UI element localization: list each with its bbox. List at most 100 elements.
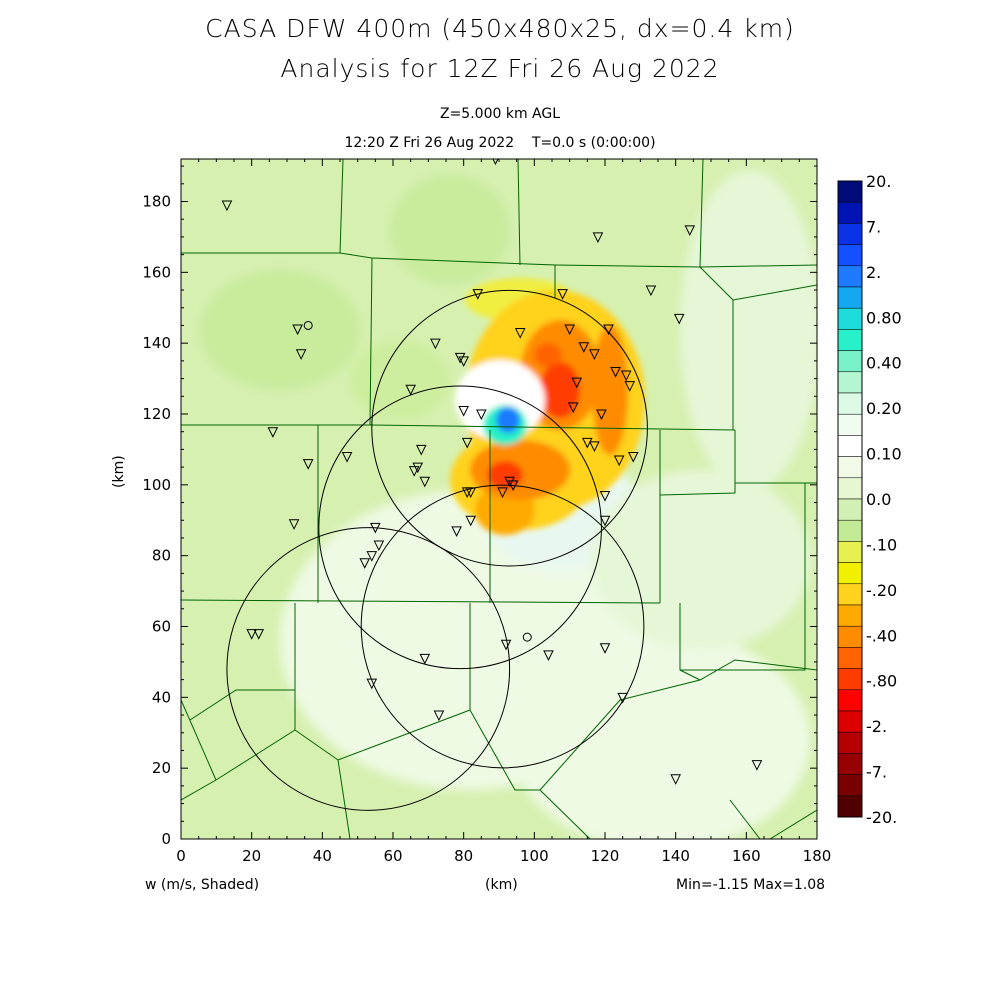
colorbar-swatch (837, 371, 863, 394)
station-marker (571, 377, 583, 389)
colorbar-frame (837, 180, 863, 818)
x-axis-label: (km) (485, 877, 518, 893)
station-marker (627, 452, 639, 463)
colorbar-swatch (837, 435, 863, 457)
colorbar-swatch (837, 583, 863, 606)
station-marker (684, 225, 696, 236)
colorbar-swatch (837, 625, 863, 648)
station-marker (370, 522, 381, 534)
x-tick-label: 180 (803, 847, 832, 865)
station-marker (405, 384, 416, 396)
colorbar-label: 2. (866, 263, 881, 282)
colorbar-swatch (837, 265, 863, 288)
station-marker (465, 515, 477, 527)
station-marker (599, 643, 611, 654)
colorbar-label: -.40 (866, 626, 897, 645)
station-marker (412, 462, 424, 474)
station-marker (582, 437, 593, 449)
station-marker (599, 515, 611, 527)
field-label: w (m/s, Shaded) (145, 877, 260, 893)
station-marker (670, 774, 681, 785)
station-marker (472, 289, 484, 300)
colorbar-swatch (837, 710, 863, 733)
colorbar-swatch (837, 604, 863, 627)
station-marker (507, 480, 519, 491)
minmax-label: Min=-1.15 Max=1.08 (676, 877, 826, 893)
y-tick-label: 140 (142, 334, 171, 352)
colorbar-label: -2. (866, 717, 887, 736)
colorbar-swatch (837, 774, 863, 797)
station-marker (645, 285, 657, 297)
colorbar-label: -7. (866, 763, 887, 782)
station-marker (589, 441, 600, 452)
station-marker (589, 349, 600, 360)
station-marker (603, 324, 614, 336)
x-tick-label: 60 (383, 847, 402, 865)
station-marker (465, 487, 477, 499)
radar-range-circles (226, 289, 648, 811)
station-marker (500, 639, 512, 651)
site-marker (522, 632, 532, 642)
station-marker (620, 370, 632, 382)
chart-title: CASA DFW 400m (450x480x25, dx=0.4 km) (205, 14, 795, 43)
y-tick-label: 80 (152, 547, 171, 565)
y-tick-label: 0 (161, 830, 171, 848)
colorbar-label: 7. (866, 217, 881, 236)
colorbar-label: 0.80 (866, 308, 902, 327)
station-marker (246, 629, 257, 640)
colorbar-swatch (837, 753, 863, 775)
station-marker (341, 452, 353, 463)
colorbar-swatch (837, 541, 863, 563)
station-marker (624, 381, 636, 392)
station-marker (599, 490, 611, 502)
colorbar-swatch (837, 286, 863, 309)
colorbar-swatch (837, 562, 863, 585)
y-tick-label: 180 (142, 193, 171, 211)
y-tick-label: 120 (142, 405, 171, 423)
colorbar-swatch (837, 795, 863, 818)
station-marker (366, 551, 378, 562)
station-marker (267, 427, 279, 438)
station-marker (514, 328, 526, 339)
colorbar-swatch (837, 392, 863, 415)
x-tick-label: 80 (454, 847, 473, 865)
station-marker (543, 650, 554, 661)
station-marker (408, 466, 420, 477)
station-marker (592, 232, 604, 244)
y-axis: 0 20 40 60 80 100 120 140 160 180 (142, 165, 817, 848)
station-marker (302, 459, 314, 470)
level-label: Z=5.000 km AGL (439, 106, 561, 122)
station-marker (610, 367, 621, 378)
station-marker (751, 760, 763, 771)
y-tick-label: 160 (142, 263, 171, 281)
station-marker (288, 519, 300, 530)
chart-subtitle: Analysis for 12Z Fri 26 Aug 2022 (280, 54, 720, 83)
station-marker (476, 409, 487, 421)
colorbar-swatch (837, 731, 863, 754)
colorbar-label: -.10 (866, 535, 897, 554)
colorbar: 20. 7. 2. 0.80 0.40 0.20 0.10 0.0 -.10 -.20 -.40 -.… (837, 172, 902, 827)
station-marker (461, 437, 473, 449)
x-tick-label: 120 (591, 847, 620, 865)
field-layer (181, 159, 817, 839)
colorbar-swatch (837, 498, 863, 521)
station-marker (454, 352, 466, 364)
station-marker (458, 405, 469, 417)
station-marker (617, 692, 628, 704)
station-marker (504, 476, 515, 488)
w-anomaly (450, 278, 645, 535)
station-marker (221, 200, 233, 212)
time-label: 12:20 Z Fri 26 Aug 2022 T=0.0 s (0:00:00… (344, 135, 656, 151)
station-marker (292, 324, 303, 336)
x-tick-label: 20 (242, 847, 261, 865)
radar-circle (371, 289, 648, 567)
colorbar-swatch (837, 329, 863, 351)
station-marker (458, 356, 469, 367)
station-marker (497, 487, 508, 499)
colorbar-swatch (837, 477, 863, 500)
colorbar-swatch (837, 689, 863, 712)
colorbar-swatch (837, 456, 863, 479)
x-tick-label: 0 (176, 847, 186, 865)
colorbar-swatch (837, 668, 863, 691)
